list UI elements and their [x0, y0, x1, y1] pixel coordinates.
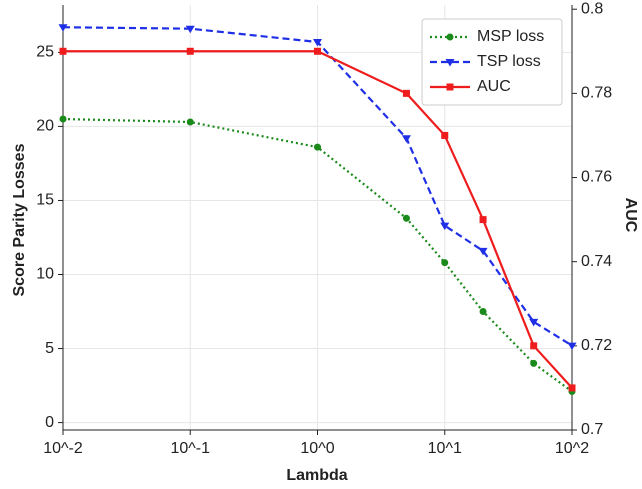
marker — [401, 135, 411, 143]
y-tick-label: 15 — [36, 192, 54, 209]
x-tick-label: 10^2 — [555, 440, 589, 457]
y-tick-label: 20 — [36, 118, 54, 135]
legend-marker — [445, 59, 455, 67]
marker — [59, 115, 67, 123]
series-line — [62, 117, 573, 393]
y-tick-label: 5 — [45, 340, 54, 357]
series-line — [62, 26, 573, 347]
legend-label: AUC — [477, 78, 511, 95]
x-tick-label: 10^0 — [300, 440, 334, 457]
y-tick-label: 25 — [36, 44, 54, 61]
marker — [567, 342, 577, 351]
marker — [478, 247, 488, 256]
y2-tick-label: 0.74 — [581, 253, 612, 270]
legend-label: TSP loss — [477, 53, 541, 70]
marker — [441, 131, 449, 139]
y2-axis-label: AUC — [622, 198, 639, 233]
x-tick-label: 10^-2 — [43, 440, 83, 457]
y2-tick-label: 0.8 — [581, 0, 603, 17]
marker — [402, 89, 410, 97]
legend-marker — [446, 83, 454, 91]
marker — [186, 47, 194, 55]
marker — [530, 359, 538, 367]
legend-marker — [446, 33, 454, 41]
series-line — [63, 50, 573, 389]
marker — [185, 25, 195, 34]
y2-tick-label: 0.72 — [581, 337, 612, 354]
x-tick-label: 10^1 — [428, 440, 462, 457]
y-tick-label: 10 — [36, 266, 54, 283]
y-axis-label: Score Parity Losses — [11, 143, 28, 296]
x-tick-label: 10^-1 — [170, 440, 210, 457]
marker — [314, 47, 321, 55]
marker — [441, 259, 449, 267]
marker — [59, 47, 67, 55]
legend-label: MSP loss — [477, 28, 544, 45]
y2-tick-label: 0.7 — [581, 421, 603, 438]
y2-tick-label: 0.78 — [581, 85, 612, 102]
y-tick-label: 0 — [45, 414, 54, 431]
x-axis-label: Lambda — [286, 467, 347, 484]
marker — [186, 118, 194, 126]
marker — [479, 308, 487, 316]
marker — [58, 24, 68, 32]
marker — [440, 222, 450, 231]
marker — [568, 384, 576, 392]
y2-tick-label: 0.76 — [581, 169, 612, 186]
marker — [314, 143, 321, 151]
marker — [402, 214, 410, 222]
marker — [529, 318, 539, 327]
legend-box — [421, 18, 563, 106]
marker — [479, 216, 487, 224]
marker — [530, 342, 538, 350]
marker — [313, 39, 322, 47]
